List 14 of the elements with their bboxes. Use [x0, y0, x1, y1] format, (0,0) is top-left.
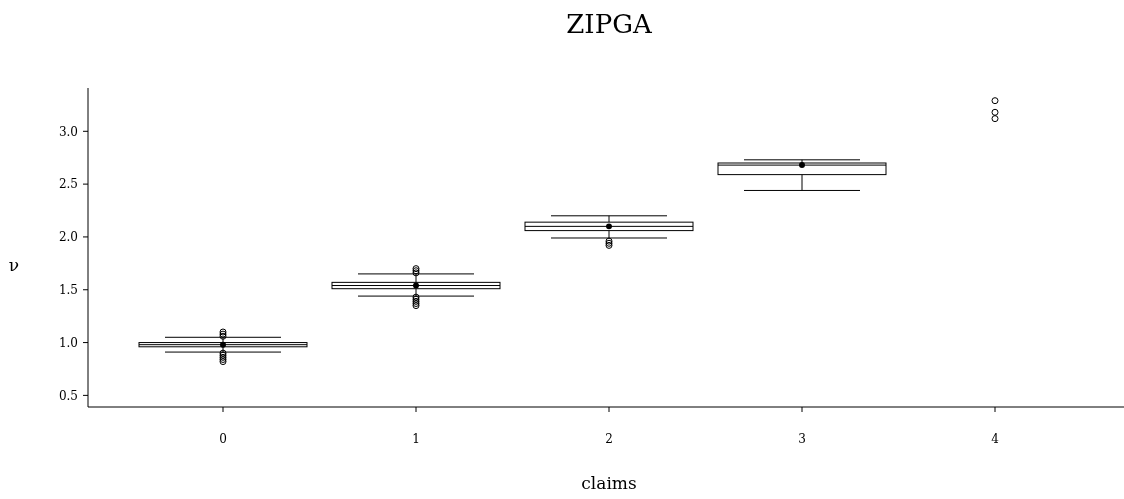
x-tick-label: 4	[991, 432, 1000, 447]
y-tick-label: 1.0	[58, 335, 78, 350]
y-tick-label: 2.5	[58, 177, 78, 192]
x-tick-label: 1	[412, 432, 420, 447]
y-tick-label: 3.0	[58, 124, 78, 139]
y-tick-label: 0.5	[58, 388, 78, 403]
y-tick-label: 2.0	[58, 230, 78, 245]
y-tick-label: 1.5	[58, 282, 78, 297]
y-axis-title: ν	[8, 254, 20, 275]
x-tick-label: 3	[798, 432, 806, 447]
x-tick-label: 0	[219, 432, 227, 447]
chart-title: ZIPGA	[566, 9, 653, 39]
x-tick-label: 2	[605, 432, 613, 447]
x-axis-title: claims	[581, 473, 637, 493]
